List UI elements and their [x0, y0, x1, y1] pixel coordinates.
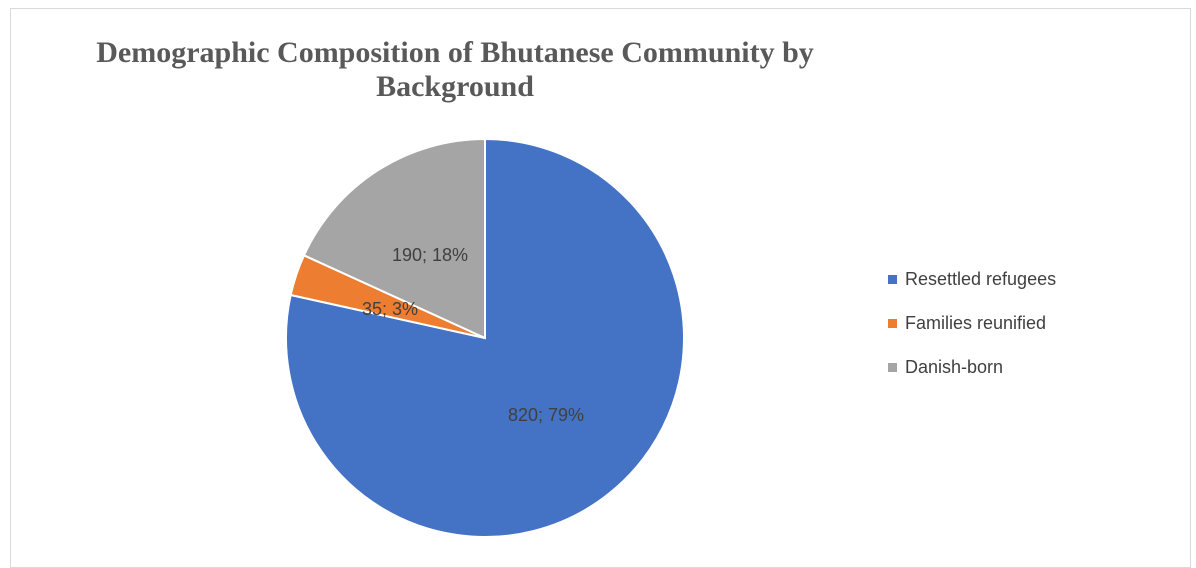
chart-title: Demographic Composition of Bhutanese Com…: [96, 36, 814, 103]
legend-swatch: [888, 274, 897, 284]
legend-label: Danish-born: [905, 356, 1004, 377]
legend-label: Families reunified: [905, 312, 1047, 333]
data-label: 190; 18%: [392, 245, 468, 265]
legend-swatch: [888, 362, 897, 372]
pie-slice-danish-born: [302, 137, 486, 340]
legend-item-families-reunified: Families reunified: [888, 312, 1056, 334]
data-label: 820; 79%: [508, 405, 584, 425]
data-label: 35; 3%: [362, 299, 418, 319]
legend-item-resettled-refugees: Resettled refugees: [888, 268, 1056, 290]
legend-item-danish-born: Danish-born: [888, 356, 1056, 378]
legend-label: Resettled refugees: [905, 268, 1057, 289]
legend: Resettled refugees Families reunified Da…: [888, 268, 1056, 400]
legend-swatch: [888, 318, 897, 328]
